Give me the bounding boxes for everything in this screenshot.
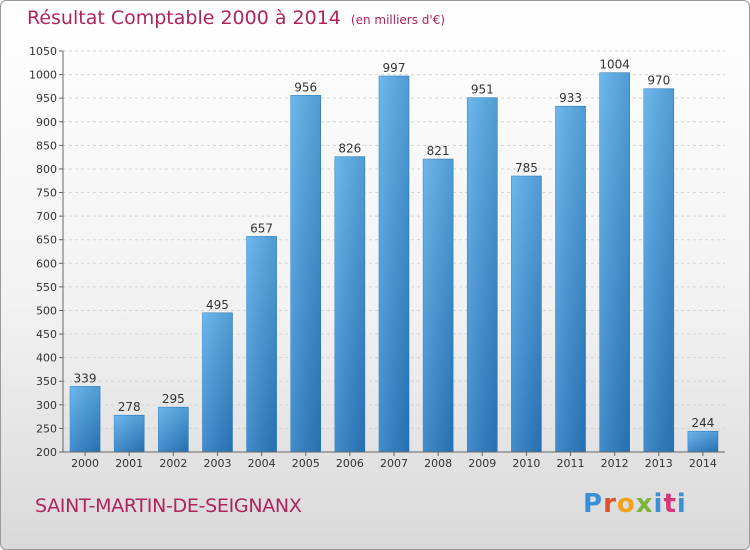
x-tick-label: 2009 bbox=[468, 457, 496, 470]
x-tick-label: 2005 bbox=[292, 457, 320, 470]
y-tick-label: 950 bbox=[36, 92, 57, 105]
y-tick-label: 500 bbox=[36, 304, 57, 317]
bar-group: 278 bbox=[113, 400, 145, 453]
bar-shade bbox=[599, 72, 630, 453]
town-name: SAINT-MARTIN-DE-SEIGNANX bbox=[35, 495, 302, 517]
data-label: 339 bbox=[74, 371, 97, 385]
y-tick-label: 200 bbox=[36, 446, 57, 459]
y-tick-label: 700 bbox=[36, 210, 57, 223]
data-label: 1004 bbox=[599, 58, 630, 72]
chart-title-text: Résultat Comptable 2000 à 2014 bbox=[27, 7, 341, 29]
bar-shade bbox=[334, 156, 365, 452]
data-label: 657 bbox=[250, 221, 273, 235]
data-label: 244 bbox=[691, 416, 714, 430]
chart-title: Résultat Comptable 2000 à 2014 (en millie… bbox=[27, 7, 445, 29]
bar-group: 657 bbox=[246, 221, 277, 453]
x-tick-label: 2012 bbox=[601, 457, 629, 470]
y-tick-label: 900 bbox=[36, 116, 57, 129]
y-tick-label: 750 bbox=[36, 187, 57, 200]
bar-shade bbox=[202, 312, 233, 452]
bar-shade bbox=[379, 76, 409, 452]
x-tick-label: 2011 bbox=[557, 457, 585, 470]
x-axis: 2000 2001 2002 2003 2004 2005 2006 2007 2008 2009… bbox=[63, 451, 725, 470]
bar-shade bbox=[114, 415, 145, 452]
x-tick-label: 2001 bbox=[115, 457, 143, 470]
x-tick-label: 2008 bbox=[424, 457, 452, 470]
x-tick-label: 2004 bbox=[248, 457, 276, 470]
y-tick-label: 600 bbox=[36, 257, 57, 270]
data-label: 785 bbox=[515, 161, 538, 175]
bar-group: 295 bbox=[158, 392, 189, 453]
data-label: 956 bbox=[294, 80, 317, 94]
y-tick-label: 350 bbox=[36, 375, 57, 388]
x-tick-label: 2013 bbox=[645, 457, 673, 470]
bar-group: 821 bbox=[422, 144, 454, 453]
data-label: 826 bbox=[338, 142, 361, 156]
bars: 339 278 295 495 657 956 826 997 821 951 785 933 1004… bbox=[69, 58, 719, 453]
bar-group: 997 bbox=[378, 61, 410, 453]
bar-group: 826 bbox=[334, 142, 366, 453]
bar-shade bbox=[687, 431, 718, 452]
x-tick-label: 2007 bbox=[380, 457, 408, 470]
data-label: 933 bbox=[559, 91, 582, 105]
bar-shade bbox=[643, 88, 674, 452]
bar-group: 956 bbox=[290, 80, 322, 453]
x-tick-label: 2010 bbox=[512, 457, 540, 470]
bar-group: 1004 bbox=[599, 58, 630, 453]
y-tick-label: 1050 bbox=[29, 45, 57, 58]
x-tick-label: 2003 bbox=[203, 457, 231, 470]
y-tick-label: 1000 bbox=[29, 69, 57, 82]
bar-shade bbox=[511, 176, 542, 453]
data-label: 295 bbox=[162, 392, 185, 406]
bar-group: 495 bbox=[202, 298, 233, 453]
bar-group: 951 bbox=[466, 83, 498, 453]
bar-group: 970 bbox=[643, 74, 675, 453]
data-label: 821 bbox=[427, 144, 450, 158]
bar-shade bbox=[423, 159, 454, 452]
y-tick-label: 300 bbox=[36, 399, 57, 412]
x-tick-label: 2006 bbox=[336, 457, 364, 470]
chart-unit: (en milliers d'€) bbox=[350, 13, 446, 27]
y-tick-label: 650 bbox=[36, 234, 57, 247]
proxiti-logo: Proxiti bbox=[583, 489, 687, 519]
y-tick-label: 400 bbox=[36, 352, 57, 365]
bar-shade bbox=[246, 236, 277, 452]
bar-group: 244 bbox=[687, 416, 719, 453]
bar-shade bbox=[467, 97, 498, 452]
x-tick-label: 2014 bbox=[689, 457, 717, 470]
data-label: 970 bbox=[647, 74, 670, 88]
bar-group: 339 bbox=[69, 371, 101, 453]
data-label: 278 bbox=[118, 400, 141, 414]
y-tick-label: 450 bbox=[36, 328, 57, 341]
y-tick-label: 800 bbox=[36, 163, 57, 176]
bar-shade bbox=[555, 106, 586, 452]
bar-group: 933 bbox=[555, 91, 586, 453]
x-tick-label: 2002 bbox=[159, 457, 187, 470]
y-tick-label: 850 bbox=[36, 139, 57, 152]
y-axis: 200 250 300 350 400 450 500 550 600 650 700 750 800 8… bbox=[29, 45, 64, 459]
bar-shade bbox=[70, 386, 101, 452]
data-label: 951 bbox=[471, 83, 494, 97]
y-tick-label: 550 bbox=[36, 281, 57, 294]
data-label: 495 bbox=[206, 298, 229, 312]
data-label: 997 bbox=[383, 61, 406, 75]
bar-group: 785 bbox=[511, 161, 542, 453]
bar-shade bbox=[290, 95, 321, 452]
y-tick-label: 250 bbox=[36, 422, 57, 435]
x-tick-label: 2000 bbox=[71, 457, 99, 470]
bar-shade bbox=[158, 407, 189, 452]
